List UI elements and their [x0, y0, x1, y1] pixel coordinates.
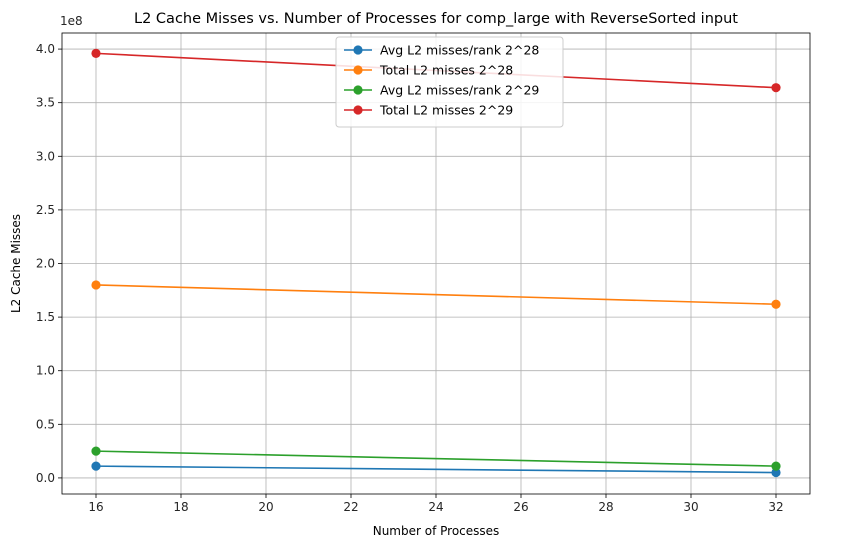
x-tick-label: 30 [683, 500, 698, 514]
y-axis-ticks: 0.0 0.5 1.0 1.5 2.0 2.5 3.0 3.5 4.0 [36, 42, 62, 485]
series-line-1 [95, 284, 777, 306]
y-tick-label: 2.5 [36, 203, 55, 217]
y-tick-label: 3.0 [36, 149, 55, 163]
series-line-0 [95, 465, 777, 474]
data-point [91, 446, 101, 456]
legend: Avg L2 misses/rank 2^28 Total L2 misses 2… [335, 36, 564, 128]
data-point [771, 467, 781, 478]
chart-title: L2 Cache Misses vs. Number of Processes … [134, 11, 738, 27]
legend-label: Avg L2 misses/rank 2^29 [380, 83, 539, 98]
y-tick-label: 2.0 [36, 257, 55, 271]
grid-lines [62, 33, 810, 494]
y-axis-label: L2 Cache Misses [9, 214, 23, 313]
y-axis-offset-label: 1e8 [60, 14, 83, 28]
data-point [91, 280, 101, 290]
x-tick-label: 26 [513, 500, 528, 514]
x-axis-label: Number of Processes [373, 524, 500, 538]
series-line-2 [95, 450, 777, 467]
legend-marker [353, 65, 363, 75]
legend-box [335, 36, 564, 128]
x-tick-label: 20 [258, 500, 273, 514]
x-tick-label: 22 [343, 500, 358, 514]
x-tick-label: 16 [88, 500, 103, 514]
legend-marker [353, 45, 363, 55]
data-point [771, 83, 781, 93]
y-tick-label: 1.5 [36, 310, 55, 324]
y-tick-label: 3.5 [36, 96, 55, 110]
x-tick-label: 18 [173, 500, 188, 514]
legend-label: Total L2 misses 2^29 [379, 103, 513, 118]
legend-marker [353, 85, 363, 95]
legend-label: Total L2 misses 2^28 [379, 63, 513, 78]
y-tick-label: 0.0 [36, 471, 55, 485]
data-point [91, 48, 101, 58]
x-tick-label: 28 [598, 500, 613, 514]
y-tick-label: 1.0 [36, 364, 55, 378]
x-tick-label: 32 [768, 500, 783, 514]
legend-entry: Total L2 misses 2^28 [344, 63, 513, 78]
legend-entry: Avg L2 misses/rank 2^28 [344, 43, 539, 58]
legend-label: Avg L2 misses/rank 2^28 [380, 43, 539, 58]
data-point [91, 461, 101, 471]
data-point [771, 299, 781, 309]
legend-marker [353, 105, 363, 115]
legend-entry: Total L2 misses 2^29 [344, 103, 513, 118]
x-tick-label: 24 [428, 500, 443, 514]
data-point [771, 461, 781, 471]
y-tick-label: 0.5 [36, 417, 55, 431]
legend-entry: Avg L2 misses/rank 2^29 [344, 83, 539, 98]
series-layer [91, 48, 781, 478]
x-axis-ticks: 16 18 20 22 24 26 28 30 32 [88, 494, 784, 514]
y-tick-label: 4.0 [36, 42, 55, 56]
